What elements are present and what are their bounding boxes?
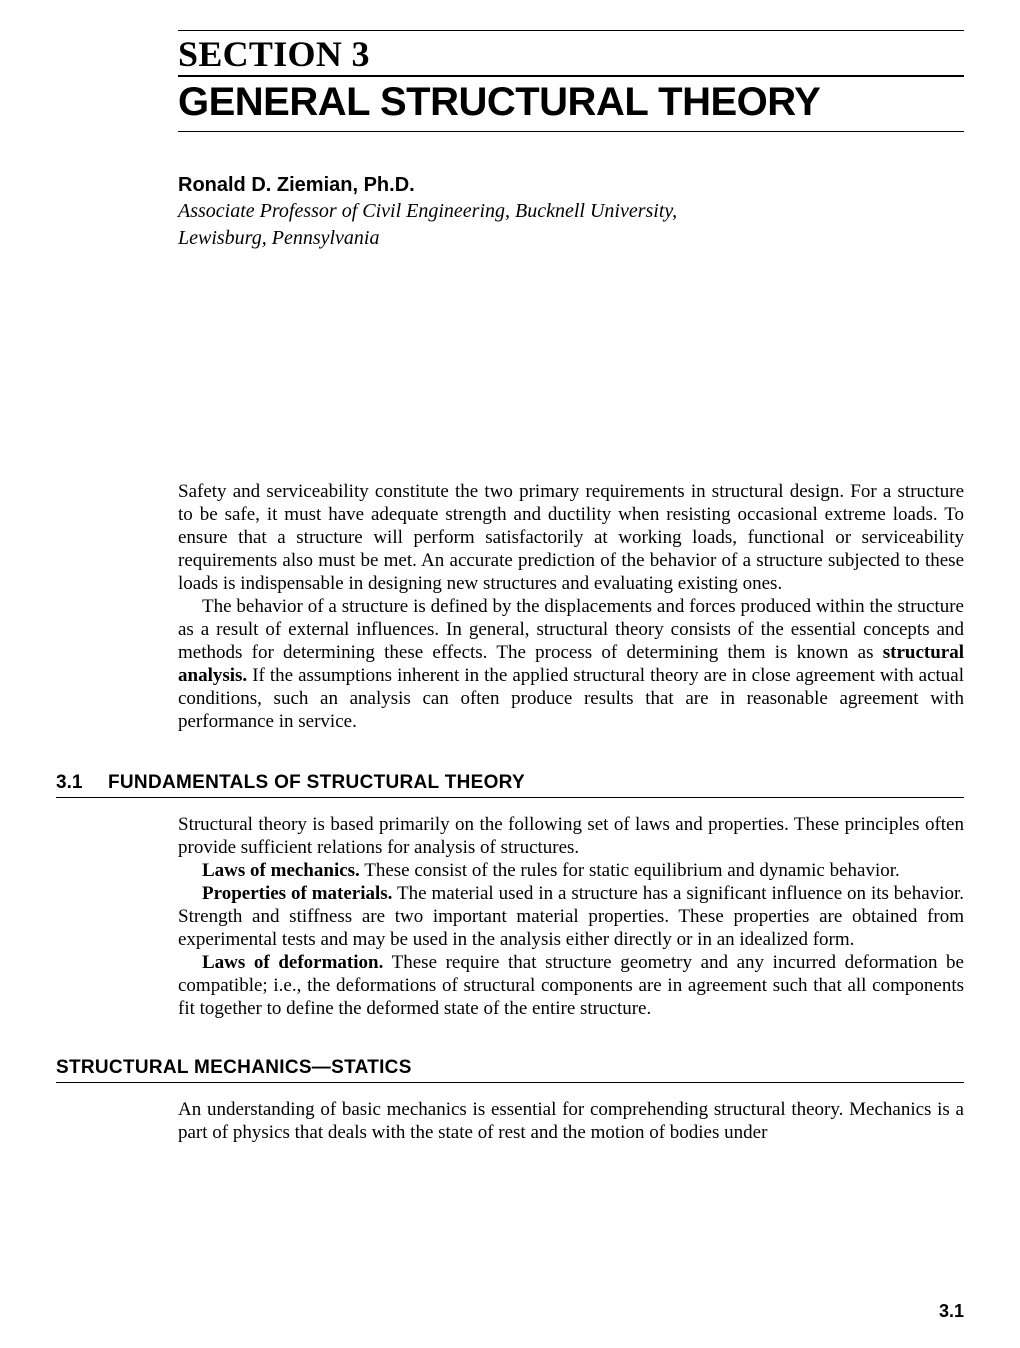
page-number: 3.1	[939, 1301, 964, 1322]
intro-para-1: Safety and serviceability constitute the…	[178, 481, 964, 596]
intro-para2-pre: The behavior of a structure is defined b…	[178, 596, 964, 663]
laws-mechanics-label: Laws of mechanics.	[202, 860, 360, 881]
section-label: SECTION 3	[178, 33, 964, 75]
major-heading-statics: STRUCTURAL MECHANICS—STATICS	[56, 1057, 964, 1083]
properties-materials-label: Properties of materials.	[202, 883, 392, 904]
statics-body: An understanding of basic mechanics is e…	[178, 1099, 964, 1145]
author-affiliation-line1: Associate Professor of Civil Engineering…	[178, 199, 964, 224]
author-name: Ronald D. Ziemian, Ph.D.	[178, 174, 964, 197]
intro-para-2: The behavior of a structure is defined b…	[178, 596, 964, 734]
subheading-title: FUNDAMENTALS OF STRUCTURAL THEORY	[108, 772, 525, 794]
section-title-wrapper: GENERAL STRUCTURAL THEORY	[178, 80, 964, 132]
sub31-para-1: Structural theory is based primarily on …	[178, 814, 964, 860]
intro-para2-post: If the assumptions inherent in the appli…	[178, 665, 964, 732]
laws-deformation-label: Laws of deformation.	[202, 952, 383, 973]
subheading-number: 3.1	[56, 772, 108, 794]
section-header-bar: SECTION 3	[178, 30, 964, 77]
sub31-laws-mechanics: Laws of mechanics. These consist of the …	[178, 860, 964, 883]
sub31-laws-deformation: Laws of deformation. These require that …	[178, 952, 964, 1021]
sub31-properties-materials: Properties of materials. The material us…	[178, 883, 964, 952]
statics-para-1: An understanding of basic mechanics is e…	[178, 1099, 964, 1145]
laws-mechanics-text: These consist of the rules for static eq…	[360, 860, 900, 881]
major-heading-statics-title: STRUCTURAL MECHANICS—STATICS	[56, 1057, 964, 1079]
section-title: GENERAL STRUCTURAL THEORY	[178, 80, 964, 125]
author-affiliation-line2: Lewisburg, Pennsylvania	[178, 226, 964, 251]
intro-body: Safety and serviceability constitute the…	[178, 481, 964, 734]
page-content: SECTION 3 GENERAL STRUCTURAL THEORY Rona…	[56, 30, 964, 1145]
author-block: Ronald D. Ziemian, Ph.D. Associate Profe…	[178, 174, 964, 251]
sub31-body: Structural theory is based primarily on …	[178, 814, 964, 1021]
subheading-3-1: 3.1 FUNDAMENTALS OF STRUCTURAL THEORY	[56, 772, 964, 798]
